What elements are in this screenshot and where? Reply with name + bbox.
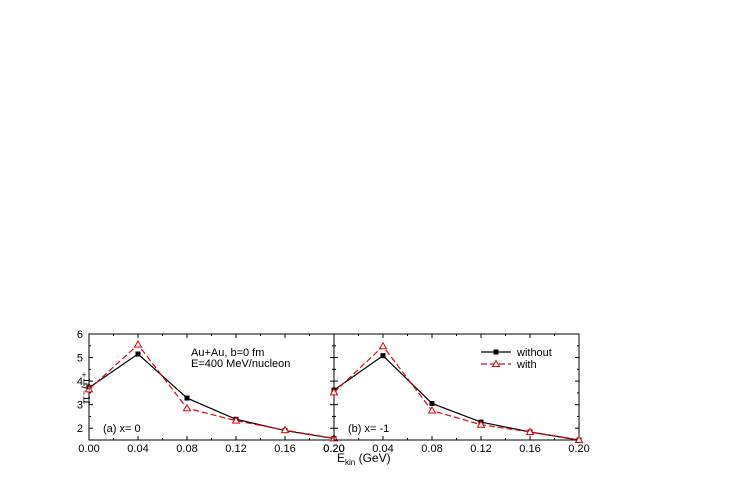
x-tick-label: 0.16 [519,443,540,455]
point-with [84,384,94,393]
x-tick-label: 0.20 [323,443,344,455]
x-tick-label: 0.12 [225,443,246,455]
panel-label: (a) x= 0 [103,423,141,435]
legend-entry-without: without [481,347,552,359]
x-tick-label: 0.20 [323,443,344,455]
series-line-with [88,343,335,439]
y-tick-label: 5 [77,353,83,365]
panel-b: 0.20 0.04 0.08 0.12 0.16 0.20 (b) x= -1 without… [323,333,590,455]
point-without [184,395,190,401]
y-tick-label: 2 [77,423,83,435]
point-without [135,351,141,357]
legend-label: with [516,359,537,371]
panel-label: (b) x= -1 [348,423,389,435]
legend-marker [493,349,499,355]
x-tick-label: 0.00 [78,443,99,455]
x-axis-label-main: E [337,451,345,465]
y-tick-label: 3 [77,400,83,412]
point-without [380,353,386,359]
x-tick-label: 0.04 [372,443,393,455]
point-with [427,406,437,414]
point-with [182,403,192,412]
point-with [476,420,486,428]
panel-a: 0.00 0.04 0.08 0.12 0.16 0.20 2 3 4 5 6 (a) x= 0 Au+… [77,329,345,455]
annotation-line: Au+Au, b=0 fm [191,347,264,359]
point-with [231,416,241,424]
x-tick-label: 0.08 [421,443,442,455]
point-with [378,341,388,350]
x-tick-label: 0.04 [127,443,148,455]
legend-label: without [516,347,552,359]
point-with [133,340,143,348]
legend-entry-with: with [481,359,537,371]
x-tick-label: 0.20 [568,443,589,455]
y-tick-label: 4 [77,376,83,388]
x-tick-label: 0.16 [274,443,295,455]
point-without [429,400,435,406]
x-tick-label: 0.12 [470,443,491,455]
x-axis-label-subscript: kin [345,458,355,467]
legend-marker [491,359,501,367]
series-line-with [333,345,580,441]
x-tick-label: 0.08 [176,443,197,455]
x-axis-label: Ekin (GeV) [337,451,391,467]
point-with [280,425,290,434]
annotation-line: E=400 MeV/nucleon [191,358,290,370]
point-with [574,435,584,443]
point-with [329,387,339,396]
x-axis-label-unit: (GeV) [355,451,390,465]
point-with [525,427,535,435]
y-tick-label: 6 [77,329,83,341]
y-axis-label: π⁻/π⁺ [79,372,93,405]
